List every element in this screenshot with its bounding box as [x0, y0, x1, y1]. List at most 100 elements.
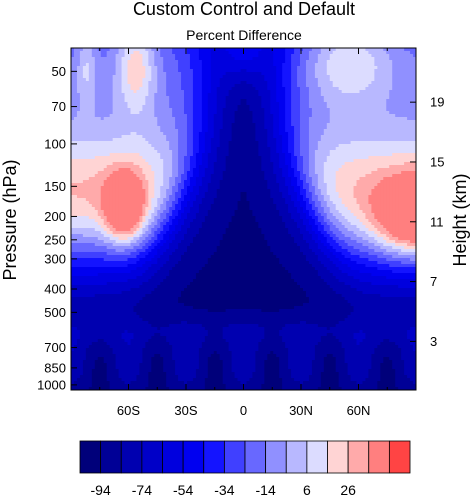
heatmap-cell-874	[255, 69, 259, 73]
heatmap-cell-1041	[407, 72, 411, 76]
heatmap-cell-2189	[371, 102, 375, 106]
heatmap-cell-2296	[344, 105, 349, 109]
heatmap-cell-3626	[160, 141, 164, 145]
heatmap-cell-2037	[264, 99, 268, 103]
heatmap-cell-2506	[279, 111, 283, 115]
heatmap-cell-3529	[216, 138, 221, 142]
heatmap-cell-116	[71, 51, 75, 55]
heatmap-cell-2393	[288, 108, 292, 112]
heatmap-cell-79	[305, 48, 310, 52]
heatmap-cell-1668	[201, 90, 206, 94]
heatmap-cell-320	[332, 54, 337, 58]
heatmap-cell-1337	[252, 81, 256, 85]
heatmap-cell-1831	[341, 93, 346, 97]
heatmap-cell-1380	[380, 81, 384, 85]
heatmap-cell-4332	[189, 159, 194, 163]
heatmap-cell-3810	[362, 144, 366, 148]
heatmap-cell-3732	[130, 144, 134, 148]
heatmap-cell-2396	[297, 108, 301, 112]
heatmap-cell-2292	[332, 105, 337, 109]
heatmap-cell-2331	[103, 108, 108, 112]
heatmap-cell-879	[270, 69, 274, 73]
heatmap-cell-206	[338, 51, 343, 55]
heatmap-cell-3856	[154, 147, 158, 151]
heatmap-cell-575	[401, 60, 405, 64]
heatmap-cell-2086	[410, 99, 414, 103]
heatmap-cell-1382	[386, 81, 390, 85]
heatmap-cell-2839	[234, 120, 239, 124]
heatmap-cell-2142	[231, 102, 236, 106]
heatmap-cell-4359	[270, 159, 274, 163]
heatmap-cell-1453	[252, 84, 256, 88]
heatmap-cell-176	[249, 51, 253, 55]
heatmap-cell-3406	[195, 135, 200, 139]
heatmap-cell-3550	[279, 138, 283, 142]
heatmap-cell-2009	[181, 99, 185, 103]
heatmap-cell-3568	[332, 138, 337, 142]
heatmap-cell-3979	[175, 150, 179, 154]
heatmap-cell-4886	[112, 174, 117, 178]
heatmap-cell-4384	[344, 159, 349, 163]
heatmap-cell-3747	[175, 144, 179, 148]
heatmap-cell-2544	[392, 111, 396, 115]
heatmap-cell-1899	[198, 96, 203, 100]
heatmap-cell-4125	[264, 153, 268, 157]
heatmap-cell-4937	[264, 174, 268, 178]
heatmap-cell-1520	[106, 87, 111, 91]
heatmap-cell-3338	[338, 132, 343, 136]
heatmap-cell-2582	[160, 114, 164, 118]
heatmap-cell-3681	[323, 141, 328, 145]
heatmap-cell-4800	[201, 171, 206, 175]
heatmap-cell-478	[112, 60, 117, 64]
heatmap-cell-3438	[291, 135, 295, 139]
heatmap-cell-4709	[276, 168, 280, 172]
heatmap-cell-2849	[264, 120, 268, 124]
heatmap-cell-4582	[243, 165, 247, 169]
heatmap-cell-1211	[222, 78, 227, 82]
heatmap-cell-1333	[240, 81, 244, 85]
heatmap-cell-2939	[186, 123, 191, 127]
heatmap-cell-375	[151, 57, 155, 61]
heatmap-cell-142	[148, 51, 152, 55]
heatmap-cell-2165	[300, 102, 304, 106]
heatmap-cell-3646	[219, 141, 224, 145]
heatmap-cell-4214	[184, 156, 188, 160]
heatmap-cell-3967	[139, 150, 143, 154]
heatmap-cell-3310	[255, 132, 259, 136]
heatmap-cell-3570	[338, 138, 343, 142]
heatmap-cell-490	[148, 60, 152, 64]
heatmap-cell-2500	[261, 111, 265, 115]
heatmap-cell-4305	[109, 159, 114, 163]
heatmap-cell-3183	[222, 129, 227, 133]
heatmap-cell-3690	[350, 141, 355, 145]
heatmap-cell-4954	[314, 174, 319, 178]
heatmap-cell-4542	[124, 165, 128, 169]
heatmap-cell-3977	[169, 150, 173, 154]
heatmap-cell-272	[189, 54, 194, 58]
heatmap-cell-1202	[195, 78, 200, 82]
heatmap-cell-2115	[151, 102, 155, 106]
heatmap-cell-3397	[169, 135, 173, 139]
heatmap-cell-3736	[142, 144, 146, 148]
heatmap-cell-1249	[335, 78, 340, 82]
heatmap-cell-4470	[255, 162, 259, 166]
heatmap-cell-2600	[213, 114, 218, 118]
heatmap-cell-2593	[192, 114, 197, 118]
heatmap-cell-925	[407, 69, 411, 73]
heatmap-cell-806	[398, 66, 402, 70]
heatmap-cell-3500	[130, 138, 134, 142]
heatmap-cell-1734	[398, 90, 402, 94]
heatmap-cell-2318	[410, 105, 414, 109]
heatmap-cell-4417	[97, 162, 102, 166]
heatmap-cell-731	[175, 66, 179, 70]
heatmap-cell-3789	[300, 144, 304, 148]
heatmap-cell-3300	[225, 132, 230, 136]
heatmap-cell-16	[118, 48, 123, 52]
heatmap-cell-2423	[377, 108, 381, 112]
heatmap-cell-1086	[195, 75, 200, 79]
heatmap-cell-213	[359, 51, 363, 55]
heatmap-cell-2494	[243, 111, 247, 115]
heatmap-cell-2646	[350, 114, 355, 118]
heatmap-cell-3157	[145, 129, 149, 133]
heatmap-cell-1874	[124, 96, 128, 100]
